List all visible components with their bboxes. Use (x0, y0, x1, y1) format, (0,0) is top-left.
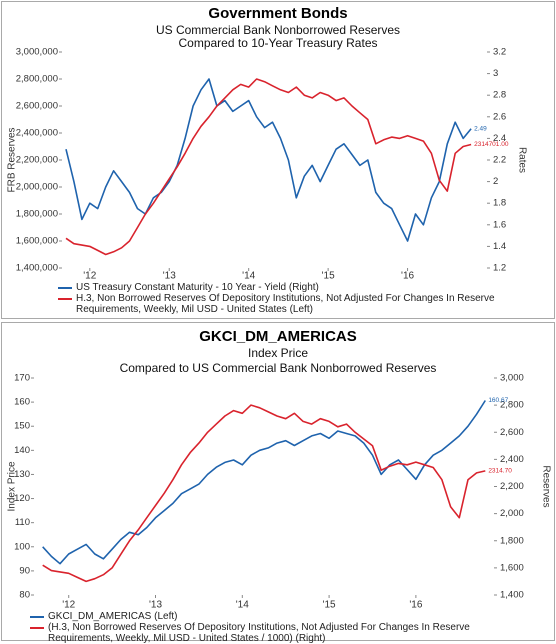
y2-axis-label: Reserves (540, 465, 551, 507)
y-tick-label: 2,000,000 (16, 182, 58, 193)
chart-title: Government Bonds (208, 5, 347, 22)
y-tick-label: 150 (14, 421, 30, 432)
y2-tick-label: 1,400 (500, 590, 524, 601)
y-tick-label: 120 (14, 493, 30, 504)
end-label: 2314.70 (488, 468, 512, 475)
y-tick-label: 100 (14, 541, 30, 552)
legend-item: GKCI_DM_AMERICAS (Left) (30, 611, 500, 622)
y2-tick-label: 1.8 (493, 198, 506, 209)
x-tick-label: '14 (242, 271, 255, 282)
x-tick-label: '16 (401, 271, 414, 282)
x-tick-label: '15 (322, 271, 335, 282)
y-tick-label: 80 (19, 590, 30, 601)
y-tick-label: 2,200,000 (16, 155, 58, 166)
x-tick-label: '13 (149, 600, 162, 611)
y-tick-label: 1,400,000 (16, 263, 58, 274)
y-axis-label: FRB Reserves (7, 127, 18, 192)
x-tick-label: '13 (163, 271, 176, 282)
chart-panel: Government Bonds US Commercial Bank Nonbo… (1, 1, 555, 319)
y-tick-label: 140 (14, 445, 30, 456)
y2-axis-label: Rates (516, 147, 527, 173)
legend-item: H.3, Non Borrowed Reserves Of Depository… (58, 293, 498, 315)
x-tick-label: '12 (62, 600, 75, 611)
y2-tick-label: 2.8 (493, 90, 506, 101)
legend-swatch (30, 627, 44, 629)
y-axis-label: Index Price (7, 461, 18, 511)
y2-tick-label: 1,600 (500, 562, 524, 573)
series-line (42, 404, 486, 583)
legend-item: US Treasury Constant Maturity - 10 Year … (58, 282, 498, 293)
y2-tick-label: 2,000 (500, 508, 524, 519)
y2-tick-label: 2.2 (493, 155, 506, 166)
y-tick-label: 110 (15, 517, 30, 528)
legend-label: US Treasury Constant Maturity - 10 Year … (76, 282, 319, 293)
chart-subtitle: Index Price (248, 346, 308, 360)
y2-tick-label: 2.4 (493, 133, 506, 144)
legend-item: (H.3, Non Borrowed Reserves Of Depositor… (30, 622, 500, 644)
y2-tick-label: 1.2 (493, 263, 506, 274)
y2-tick-label: 1.4 (493, 241, 506, 252)
y2-tick-label: 2 (493, 176, 498, 187)
legend: GKCI_DM_AMERICAS (Left) (H.3, Non Borrowe… (30, 611, 500, 644)
y-tick-label: 130 (14, 469, 30, 480)
legend-label: GKCI_DM_AMERICAS (Left) (48, 611, 178, 622)
y2-tick-label: 2,600 (500, 427, 524, 438)
end-label: 2314701.00 (474, 141, 509, 148)
y2-tick-label: 1,800 (500, 535, 524, 546)
series-line (42, 400, 486, 565)
end-label: 2.49 (474, 125, 487, 132)
y-tick-label: 2,400,000 (16, 128, 58, 139)
end-label: 160.67 (488, 397, 508, 404)
y-tick-label: 2,800,000 (16, 74, 58, 85)
series-line (65, 78, 472, 256)
legend-label: (H.3, Non Borrowed Reserves Of Depositor… (48, 622, 470, 644)
y-tick-label: 3,000,000 (16, 47, 58, 58)
y2-tick-label: 2,200 (500, 481, 524, 492)
x-tick-label: '15 (323, 600, 336, 611)
x-tick-label: '16 (409, 600, 422, 611)
legend: US Treasury Constant Maturity - 10 Year … (58, 282, 498, 315)
x-tick-label: '12 (83, 271, 96, 282)
y2-tick-label: 2,400 (500, 454, 524, 465)
y-tick-label: 1,600,000 (16, 236, 58, 247)
y2-tick-label: 1.6 (493, 219, 506, 230)
y-tick-label: 170 (14, 373, 30, 384)
y-tick-label: 2,600,000 (16, 101, 58, 112)
y-tick-label: 1,800,000 (16, 209, 58, 220)
chart-panel: GKCI_DM_AMERICAS Index Price Compared to U… (1, 322, 555, 644)
chart-subtitle: US Commercial Bank Nonborrowed Reserves (156, 23, 400, 37)
y2-tick-label: 3,000 (500, 373, 524, 384)
y2-tick-label: 2,800 (500, 400, 524, 411)
y2-tick-label: 2.6 (493, 111, 506, 122)
y-tick-label: 90 (19, 565, 30, 576)
series-line (65, 78, 472, 242)
legend-swatch (30, 616, 44, 618)
y2-tick-label: 3 (493, 68, 498, 79)
legend-swatch (58, 287, 72, 289)
y2-tick-label: 3.2 (493, 47, 506, 58)
y-tick-label: 160 (14, 397, 30, 408)
legend-label: H.3, Non Borrowed Reserves Of Depository… (76, 293, 495, 315)
chart-subtitle: Compared to 10-Year Treasury Rates (179, 36, 378, 50)
legend-swatch (58, 298, 72, 300)
chart-title: GKCI_DM_AMERICAS (199, 328, 357, 345)
x-tick-label: '14 (236, 600, 249, 611)
chart-subtitle: Compared to US Commercial Bank Nonborrow… (120, 361, 437, 375)
